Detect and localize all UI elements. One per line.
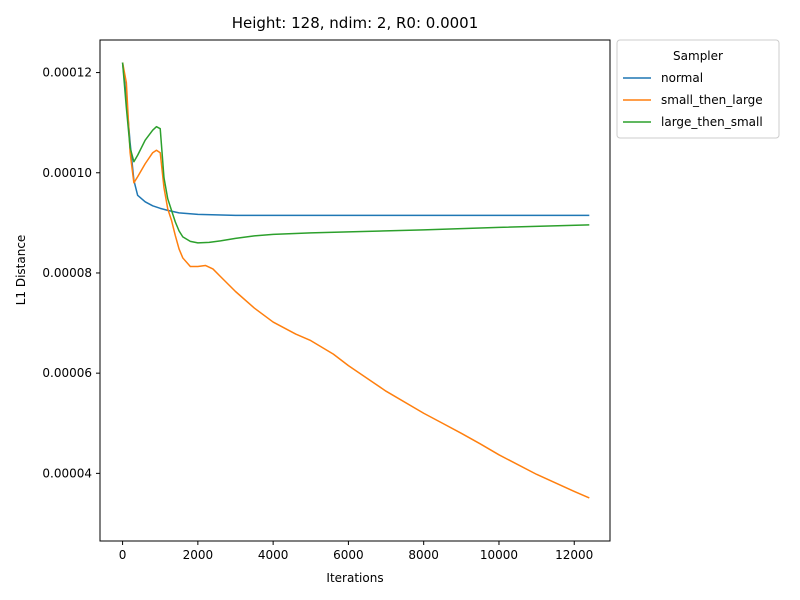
legend-title: Sampler (673, 49, 723, 63)
legend-items: normal small_then_large large_then_small (623, 71, 763, 129)
x-tick-label: 12000 (555, 548, 593, 562)
x-axis-label: Iterations (326, 571, 383, 585)
series-line-normal (121, 62, 590, 217)
y-axis: 0.00004 0.00006 0.00008 0.00010 0.00012 (42, 66, 100, 480)
y-axis-label: L1 Distance (14, 235, 28, 306)
x-tick-label: 10000 (480, 548, 518, 562)
x-axis: 0 2000 4000 6000 8000 10000 12000 (119, 541, 593, 562)
series-line-small_then_large (121, 62, 590, 499)
chart-title: Height: 128, ndim: 2, R0: 0.0001 (232, 14, 479, 32)
y-tick-label: 0.00004 (42, 466, 92, 480)
legend-label-large_then_small: large_then_small (661, 115, 763, 129)
legend-label-small_then_large: small_then_large (661, 93, 763, 107)
legend-label-normal: normal (661, 71, 703, 85)
x-tick-label: 0 (119, 548, 127, 562)
legend: Sampler normal small_then_large large_then… (616, 39, 780, 139)
series-line-large_then_small (121, 62, 590, 244)
legend-frame (616, 39, 780, 139)
x-tick-label: 8000 (408, 548, 439, 562)
y-tick-label: 0.00010 (42, 166, 92, 180)
x-tick-label: 4000 (258, 548, 289, 562)
y-tick-label: 0.00006 (42, 366, 92, 380)
x-tick-label: 2000 (183, 548, 214, 562)
plot-frame (99, 39, 611, 542)
y-tick-label: 0.00012 (42, 66, 92, 80)
y-tick-label: 0.00008 (42, 266, 92, 280)
plot-area (99, 39, 611, 542)
x-tick-label: 6000 (333, 548, 364, 562)
